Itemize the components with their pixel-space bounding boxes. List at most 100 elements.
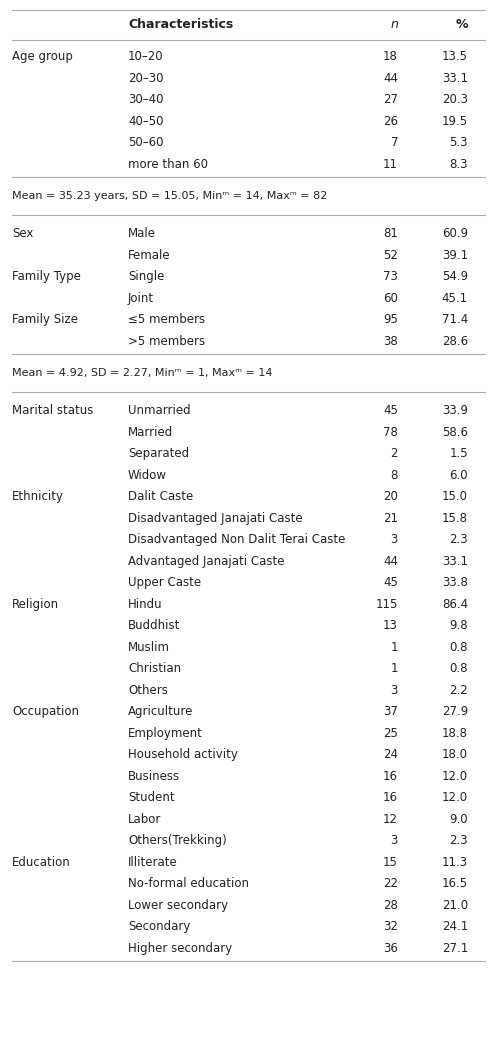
Text: 45: 45	[383, 404, 398, 418]
Text: Dalit Caste: Dalit Caste	[128, 490, 193, 504]
Text: n: n	[390, 18, 398, 30]
Text: 18.0: 18.0	[442, 748, 468, 762]
Text: Separated: Separated	[128, 447, 189, 461]
Text: 2: 2	[391, 447, 398, 461]
Text: 58.6: 58.6	[442, 426, 468, 438]
Text: Occupation: Occupation	[12, 705, 79, 719]
Text: 18: 18	[383, 50, 398, 63]
Text: 11.3: 11.3	[442, 856, 468, 869]
Text: 39.1: 39.1	[442, 249, 468, 262]
Text: 27.1: 27.1	[442, 942, 468, 955]
Text: 25: 25	[383, 727, 398, 740]
Text: 9.0: 9.0	[449, 813, 468, 826]
Text: Advantaged Janajati Caste: Advantaged Janajati Caste	[128, 555, 285, 568]
Text: 2.2: 2.2	[449, 684, 468, 697]
Text: 22: 22	[383, 877, 398, 891]
Text: 45.1: 45.1	[442, 292, 468, 305]
Text: Characteristics: Characteristics	[128, 18, 233, 30]
Text: 21.0: 21.0	[442, 899, 468, 912]
Text: 6.0: 6.0	[449, 469, 468, 481]
Text: 115: 115	[376, 598, 398, 611]
Text: Agriculture: Agriculture	[128, 705, 194, 719]
Text: 86.4: 86.4	[442, 598, 468, 611]
Text: 27: 27	[383, 93, 398, 106]
Text: 33.1: 33.1	[442, 71, 468, 85]
Text: 0.8: 0.8	[449, 662, 468, 676]
Text: Family Type: Family Type	[12, 271, 81, 283]
Text: 33.8: 33.8	[442, 576, 468, 590]
Text: 44: 44	[383, 71, 398, 85]
Text: more than 60: more than 60	[128, 157, 208, 171]
Text: 12.0: 12.0	[442, 770, 468, 783]
Text: Widow: Widow	[128, 469, 167, 481]
Text: Sex: Sex	[12, 228, 33, 240]
Text: 21: 21	[383, 512, 398, 524]
Text: 8: 8	[391, 469, 398, 481]
Text: Others(Trekking): Others(Trekking)	[128, 834, 227, 848]
Text: 28.6: 28.6	[442, 335, 468, 348]
Text: 8.3: 8.3	[449, 157, 468, 171]
Text: 45: 45	[383, 576, 398, 590]
Text: Female: Female	[128, 249, 171, 262]
Text: Joint: Joint	[128, 292, 154, 305]
Text: Family Size: Family Size	[12, 314, 78, 326]
Text: 95: 95	[383, 314, 398, 326]
Text: ≤5 members: ≤5 members	[128, 314, 205, 326]
Text: 15.0: 15.0	[442, 490, 468, 504]
Text: 52: 52	[383, 249, 398, 262]
Text: 16: 16	[383, 791, 398, 805]
Text: 1.5: 1.5	[449, 447, 468, 461]
Text: 33.1: 33.1	[442, 555, 468, 568]
Text: 10–20: 10–20	[128, 50, 164, 63]
Text: 54.9: 54.9	[442, 271, 468, 283]
Text: Mean = 4.92, SD = 2.27, Minᵐ = 1, Maxᵐ = 14: Mean = 4.92, SD = 2.27, Minᵐ = 1, Maxᵐ =…	[12, 368, 273, 378]
Text: 20–30: 20–30	[128, 71, 163, 85]
Text: No-formal education: No-formal education	[128, 877, 249, 891]
Text: 37: 37	[383, 705, 398, 719]
Text: 0.8: 0.8	[449, 641, 468, 654]
Text: Religion: Religion	[12, 598, 59, 611]
Text: Household activity: Household activity	[128, 748, 238, 762]
Text: 40–50: 40–50	[128, 114, 163, 128]
Text: 50–60: 50–60	[128, 136, 163, 149]
Text: 30–40: 30–40	[128, 93, 163, 106]
Text: 73: 73	[383, 271, 398, 283]
Text: 71.4: 71.4	[442, 314, 468, 326]
Text: 1: 1	[391, 662, 398, 676]
Text: Higher secondary: Higher secondary	[128, 942, 232, 955]
Text: 19.5: 19.5	[442, 114, 468, 128]
Text: Disadvantaged Janajati Caste: Disadvantaged Janajati Caste	[128, 512, 302, 524]
Text: 11: 11	[383, 157, 398, 171]
Text: Illiterate: Illiterate	[128, 856, 178, 869]
Text: 13: 13	[383, 619, 398, 633]
Text: Employment: Employment	[128, 727, 203, 740]
Text: 26: 26	[383, 114, 398, 128]
Text: Disadvantaged Non Dalit Terai Caste: Disadvantaged Non Dalit Terai Caste	[128, 533, 346, 547]
Text: 81: 81	[383, 228, 398, 240]
Text: 13.5: 13.5	[442, 50, 468, 63]
Text: 16: 16	[383, 770, 398, 783]
Text: Others: Others	[128, 684, 168, 697]
Text: 18.8: 18.8	[442, 727, 468, 740]
Text: %: %	[455, 18, 468, 30]
Text: 15.8: 15.8	[442, 512, 468, 524]
Text: 38: 38	[383, 335, 398, 348]
Text: 7: 7	[391, 136, 398, 149]
Text: 2.3: 2.3	[449, 834, 468, 848]
Text: 12: 12	[383, 813, 398, 826]
Text: 24.1: 24.1	[442, 920, 468, 934]
Text: 33.9: 33.9	[442, 404, 468, 418]
Text: Business: Business	[128, 770, 180, 783]
Text: 1: 1	[391, 641, 398, 654]
Text: 3: 3	[391, 533, 398, 547]
Text: Education: Education	[12, 856, 71, 869]
Text: 20.3: 20.3	[442, 93, 468, 106]
Text: Marital status: Marital status	[12, 404, 94, 418]
Text: 32: 32	[383, 920, 398, 934]
Text: 36: 36	[383, 942, 398, 955]
Text: Ethnicity: Ethnicity	[12, 490, 64, 504]
Text: Hindu: Hindu	[128, 598, 163, 611]
Text: Secondary: Secondary	[128, 920, 191, 934]
Text: Married: Married	[128, 426, 173, 438]
Text: 60: 60	[383, 292, 398, 305]
